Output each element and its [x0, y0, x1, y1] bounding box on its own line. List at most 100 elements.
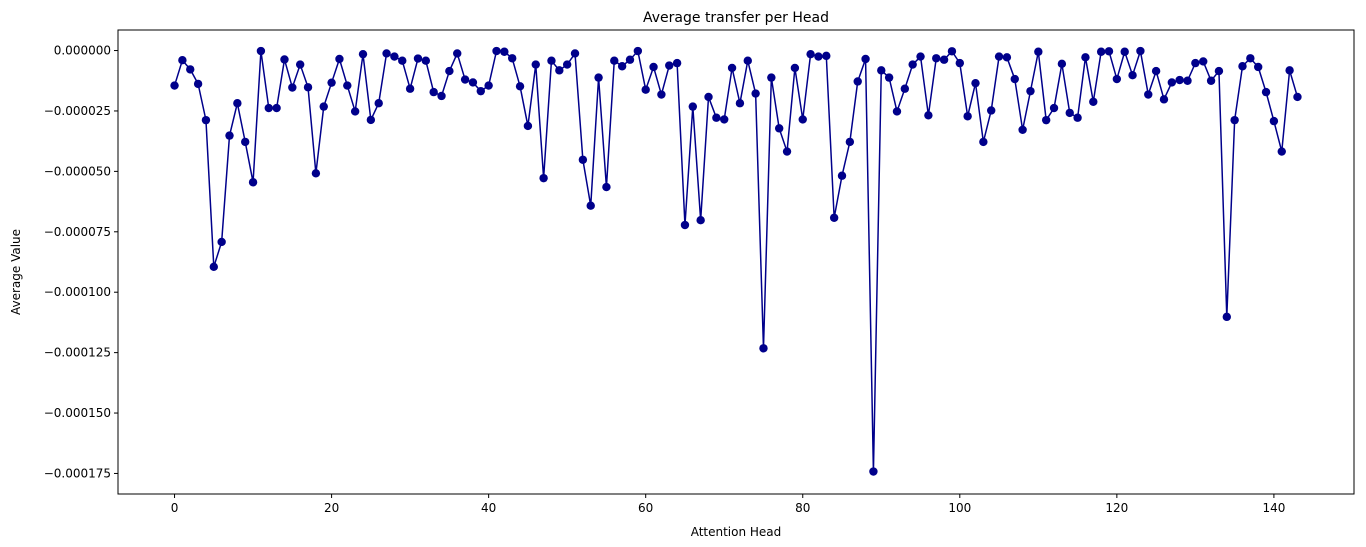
- data-point: [657, 90, 666, 99]
- data-point: [421, 56, 431, 65]
- plot-area: 0 20 40 60 80 100 120 140 0.000000 −0.000025 −0.0…: [44, 29, 1355, 515]
- data-point: [1159, 95, 1169, 104]
- data-point: [241, 137, 250, 147]
- data-point: [1096, 47, 1106, 56]
- y-tick-label: −0.000025: [44, 104, 111, 118]
- data-point: [829, 213, 839, 222]
- data-point: [1293, 92, 1302, 102]
- data-point: [1285, 66, 1294, 75]
- data-point: [193, 79, 203, 89]
- data-point: [979, 137, 988, 147]
- data-point: [508, 54, 517, 63]
- data-point: [994, 52, 1004, 61]
- data-point: [924, 111, 933, 120]
- data-point: [1230, 115, 1239, 125]
- data-point: [453, 49, 462, 58]
- data-point: [869, 467, 878, 476]
- data-point: [555, 66, 564, 75]
- data-point: [209, 262, 218, 272]
- data-point: [539, 173, 548, 183]
- data-point: [1112, 74, 1122, 84]
- y-axis-label: Average Value: [9, 229, 23, 315]
- data-point: [327, 78, 336, 87]
- x-tick-label: 120: [1105, 501, 1128, 515]
- data-point: [790, 63, 800, 73]
- data-point: [460, 75, 470, 84]
- data-point: [735, 99, 745, 108]
- data-point: [1222, 312, 1231, 322]
- data-point: [759, 344, 768, 353]
- x-tick-label: 20: [324, 501, 339, 515]
- data-point: [547, 56, 556, 65]
- data-point: [853, 77, 862, 86]
- data-point: [987, 106, 996, 115]
- data-point: [837, 171, 847, 180]
- data-point: [492, 46, 501, 56]
- data-point: [649, 62, 658, 72]
- data-point: [178, 56, 187, 65]
- data-point: [672, 58, 682, 68]
- data-point: [217, 237, 226, 247]
- data-point: [774, 124, 784, 133]
- data-point: [1120, 47, 1129, 56]
- data-point: [1183, 76, 1192, 85]
- x-axis: 0 20 40 60 80 100 120 140: [171, 494, 1285, 515]
- data-point: [633, 46, 643, 56]
- data-point: [1089, 97, 1098, 106]
- x-tick-label: 0: [171, 501, 179, 515]
- data-point: [343, 81, 352, 90]
- data-point: [845, 137, 855, 147]
- data-point: [390, 52, 399, 61]
- x-tick-label: 140: [1262, 501, 1285, 515]
- data-point: [594, 73, 603, 82]
- data-point: [1246, 54, 1255, 63]
- data-point: [884, 73, 894, 82]
- y-tick-label: −0.000100: [44, 285, 111, 299]
- data-point: [531, 60, 540, 69]
- x-axis-label: Attention Head: [691, 525, 782, 539]
- data-point: [704, 92, 713, 102]
- y-tick-label: −0.000175: [44, 466, 111, 480]
- data-point: [233, 99, 242, 108]
- data-point: [562, 60, 572, 69]
- data-point: [696, 215, 705, 225]
- data-point: [570, 49, 580, 58]
- data-point: [476, 86, 485, 96]
- data-point: [1254, 62, 1263, 72]
- data-point: [625, 55, 635, 64]
- data-point: [1151, 66, 1161, 76]
- data-point: [1269, 116, 1279, 126]
- data-point: [1261, 87, 1271, 97]
- data-point: [350, 107, 360, 116]
- data-point: [288, 83, 297, 92]
- data-point: [445, 66, 454, 76]
- data-point: [814, 52, 823, 61]
- data-point: [1065, 108, 1074, 118]
- data-point: [1128, 70, 1137, 80]
- data-point: [1026, 86, 1035, 96]
- data-point: [1167, 78, 1177, 87]
- data-point: [767, 73, 776, 82]
- data-point: [295, 60, 305, 69]
- data-point: [712, 113, 721, 122]
- data-point: [743, 56, 752, 65]
- data-point: [335, 54, 344, 64]
- data-point: [405, 84, 415, 93]
- data-point: [947, 47, 957, 56]
- data-point: [806, 49, 815, 59]
- data-point: [892, 107, 902, 116]
- data-point: [1206, 76, 1216, 85]
- x-tick-label: 40: [481, 501, 496, 515]
- data-point: [1191, 58, 1200, 68]
- data-point: [610, 56, 619, 65]
- data-point: [484, 81, 493, 90]
- data-point: [1214, 66, 1224, 76]
- data-point: [1104, 47, 1114, 56]
- chart-title: Average transfer per Head: [643, 10, 829, 26]
- data-point: [500, 47, 509, 56]
- data-point: [1238, 62, 1247, 71]
- data-point: [1073, 113, 1082, 122]
- data-point: [727, 63, 737, 73]
- data-point: [311, 169, 321, 178]
- data-point: [201, 115, 211, 125]
